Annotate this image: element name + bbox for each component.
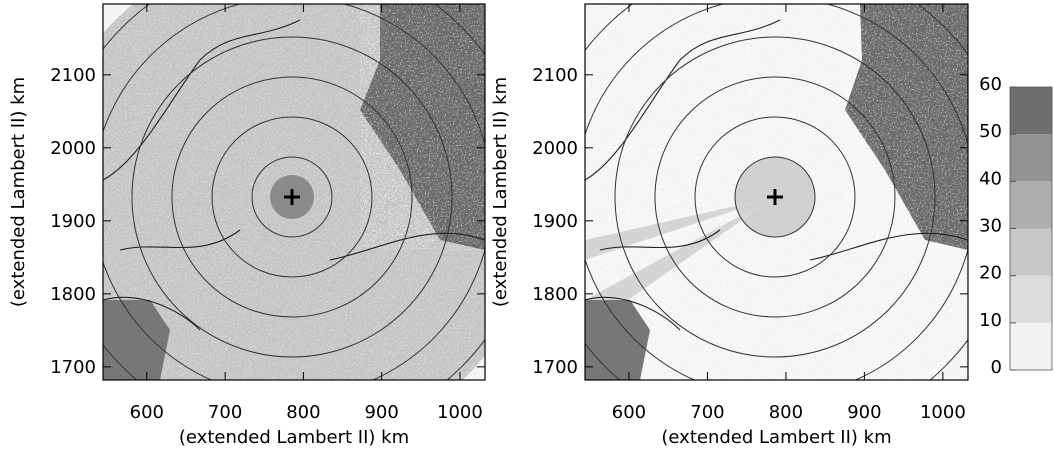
range-rings	[585, 4, 968, 380]
colorbar-band	[1010, 275, 1052, 323]
x-tick-label: 1000	[920, 402, 966, 423]
radar-site	[284, 189, 300, 205]
x-tick-label: 800	[286, 402, 320, 423]
colorbar-tick-label: 10	[979, 310, 1002, 331]
x-tick-label: 600	[130, 402, 164, 423]
plot-frame	[102, 3, 486, 381]
radar-field	[103, 4, 485, 380]
y-tick-label: 1700	[50, 357, 96, 378]
x-tick-label: 800	[769, 402, 803, 423]
y-tick-label: 1800	[532, 284, 578, 305]
y-axis-label: (extended Lambert II) km	[490, 77, 511, 307]
x-tick-label: 700	[690, 402, 724, 423]
x-tick-label: 600	[612, 402, 646, 423]
colorbar-band	[1010, 134, 1052, 182]
x-axis-label: (extended Lambert II) km	[661, 427, 891, 446]
x-tick-label: 900	[847, 402, 881, 423]
x-tick-label: 900	[364, 402, 398, 423]
y-tick-label: 2000	[50, 138, 96, 159]
radar-site	[767, 189, 783, 205]
colorbar-tick-label: 30	[979, 216, 1002, 237]
colorbar-tick-label: 60	[979, 74, 1002, 95]
colorbar-tick-label: 0	[991, 357, 1002, 378]
plot-frame	[584, 3, 969, 381]
colorbar-band	[1010, 228, 1052, 276]
range-rings	[103, 4, 485, 380]
colorbar-tick-label: 50	[979, 121, 1002, 142]
y-tick-label: 2100	[50, 65, 96, 86]
y-axis-label: (extended Lambert II) km	[8, 77, 29, 307]
colorbar-band	[1010, 181, 1052, 229]
x-tick-label: 1000	[437, 402, 483, 423]
y-tick-label: 1800	[50, 284, 96, 305]
x-tick-label: 700	[208, 402, 242, 423]
colorbar-tick-label: 40	[979, 168, 1002, 189]
colorbar-tick-label: 20	[979, 263, 1002, 284]
y-tick-label: 1900	[532, 211, 578, 232]
colorbar-band	[1010, 322, 1052, 370]
y-tick-label: 2000	[532, 138, 578, 159]
colorbar-band	[1010, 87, 1052, 135]
y-tick-label: 1900	[50, 211, 96, 232]
y-tick-label: 2100	[532, 65, 578, 86]
radar-field	[585, 4, 968, 380]
y-tick-label: 1700	[532, 357, 578, 378]
x-axis-label: (extended Lambert II) km	[179, 427, 409, 446]
